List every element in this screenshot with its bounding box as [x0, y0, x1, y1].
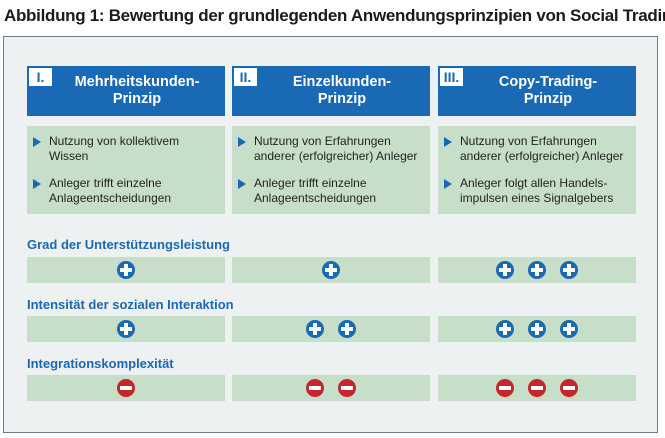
minus-icon: [338, 379, 356, 397]
principle-title: Copy-Trading- Prinzip: [464, 74, 632, 108]
figure-title: Abbildung 1: Bewertung der grundlegenden…: [4, 6, 665, 25]
rating-icons: [232, 260, 430, 280]
bullet-text-line: Anlageentscheidungen: [254, 191, 377, 205]
rating-icons: [27, 319, 225, 339]
bullet-point: Anleger trifft einzelne Anlageentscheidun…: [33, 176, 221, 206]
principle-title-line: Prinzip: [317, 91, 367, 107]
bullet-text-line: Wissen: [49, 149, 89, 163]
rating-icons: [438, 260, 636, 280]
principle-title-line: Mehrheitskunden-: [74, 74, 200, 90]
principle-description: Nutzung von Erfahrungen anderer (erfolgre…: [232, 126, 430, 214]
plus-icon: [306, 320, 324, 338]
principle-header: III. Copy-Trading- Prinzip: [438, 66, 636, 116]
rating-cell: [232, 257, 430, 283]
bullet-point: Nutzung von Erfahrungen anderer (erfolgre…: [444, 134, 632, 164]
principle-title-line: Prinzip: [523, 91, 573, 107]
plus-icon: [560, 261, 578, 279]
minus-icon: [306, 379, 324, 397]
principle-header: I. Mehrheitskunden- Prinzip: [27, 66, 225, 116]
rating-icons: [232, 319, 430, 339]
plus-icon: [117, 320, 135, 338]
principle-header: II. Einzelkunden- Prinzip: [232, 66, 430, 116]
rating-cell: [27, 316, 225, 342]
principle-title-line: Copy-Trading-: [498, 74, 598, 90]
principle-title: Einzelkunden- Prinzip: [258, 74, 426, 108]
bullet-text-line: Anlageentscheidungen: [49, 191, 172, 205]
principle-title-line: Prinzip: [112, 91, 162, 107]
criterion-label: Integrationskomplexität: [27, 356, 174, 371]
minus-icon: [496, 379, 514, 397]
bullet-text-line: Nutzung von Erfahrungen: [254, 134, 391, 148]
criterion-label: Grad der Unterstützungsleistung: [27, 237, 230, 252]
bullet-text-line: Nutzung von Erfahrungen: [460, 134, 597, 148]
bullet-text-line: anderer (erfolgreicher) Anleger: [254, 149, 418, 163]
bullet-arrow-icon: [238, 137, 246, 147]
bullet-text-line: Anleger trifft einzelne: [49, 176, 162, 190]
principle-number: II.: [234, 68, 257, 86]
bullet-arrow-icon: [33, 137, 41, 147]
principle-description: Nutzung von Erfahrungen anderer (erfolgre…: [438, 126, 636, 214]
rating-cell: [438, 257, 636, 283]
minus-icon: [560, 379, 578, 397]
rating-cell: [232, 375, 430, 401]
minus-icon: [117, 379, 135, 397]
rating-cell: [438, 375, 636, 401]
minus-icon: [528, 379, 546, 397]
bullet-point: Nutzung von Erfahrungen anderer (erfolgre…: [238, 134, 426, 164]
principle-number: III.: [440, 68, 463, 86]
plus-icon: [338, 320, 356, 338]
principle-number: I.: [29, 68, 52, 86]
bullet-point: Nutzung von kollektivem Wissen: [33, 134, 221, 164]
bullet-point: Anleger folgt allen Handels-impulsen ein…: [444, 176, 632, 206]
plus-icon: [528, 320, 546, 338]
bullet-arrow-icon: [444, 137, 452, 147]
rating-icons: [27, 260, 225, 280]
bullet-arrow-icon: [444, 179, 452, 189]
bullet-arrow-icon: [238, 179, 246, 189]
principle-description: Nutzung von kollektivem Wissen Anleger tri…: [27, 126, 225, 214]
criterion-label: Intensität der sozialen Interaktion: [27, 297, 234, 312]
rating-cell: [27, 375, 225, 401]
plus-icon: [528, 261, 546, 279]
plus-icon: [322, 261, 340, 279]
rating-icons: [27, 378, 225, 398]
bullet-arrow-icon: [33, 179, 41, 189]
bullet-text-line: Anleger folgt allen Handels-: [460, 176, 608, 190]
rating-icons: [438, 319, 636, 339]
bullet-text-line: Nutzung von kollektivem: [49, 134, 180, 148]
rating-icons: [438, 378, 636, 398]
rating-cell: [232, 316, 430, 342]
principle-title-line: Einzelkunden-: [292, 74, 392, 90]
plus-icon: [496, 320, 514, 338]
rating-icons: [232, 378, 430, 398]
bullet-text-line: impulsen eines Signalgebers: [460, 191, 614, 205]
principle-title: Mehrheitskunden- Prinzip: [53, 74, 221, 108]
rating-cell: [27, 257, 225, 283]
plus-icon: [496, 261, 514, 279]
bullet-text-line: anderer (erfolgreicher) Anleger: [460, 149, 624, 163]
bullet-point: Anleger trifft einzelne Anlageentscheidun…: [238, 176, 426, 206]
plus-icon: [117, 261, 135, 279]
rating-cell: [438, 316, 636, 342]
bullet-text-line: Anleger trifft einzelne: [254, 176, 367, 190]
plus-icon: [560, 320, 578, 338]
